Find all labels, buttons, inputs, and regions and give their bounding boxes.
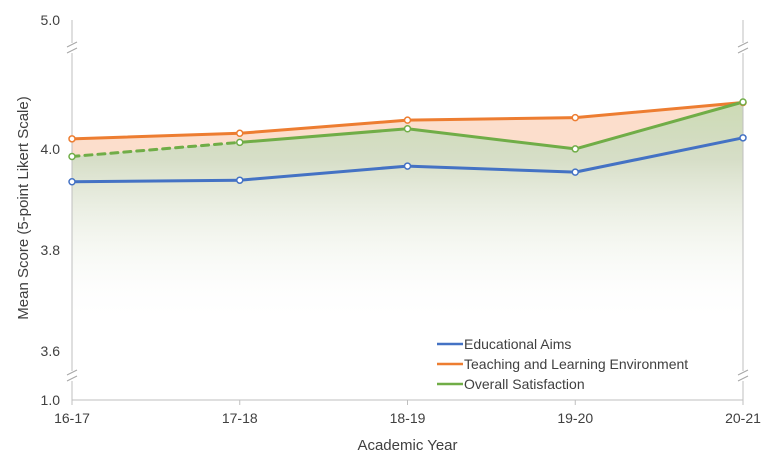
series-educational-aims-point (739, 134, 747, 142)
axis-break-mark (737, 47, 749, 54)
x-tick-label: 19-20 (557, 410, 593, 426)
axis-break-mark (737, 375, 749, 382)
axis-break-gap (739, 371, 747, 381)
series-overall-satisfaction-point (571, 145, 579, 153)
series-overall-satisfaction-point (68, 152, 76, 161)
axis-break-mark (737, 369, 749, 376)
series-educational-aims-point (236, 176, 244, 184)
series-teaching-environment-point (571, 113, 579, 122)
x-tick-label: 20-21 (725, 410, 761, 426)
series-educational-aims-segment (70, 178, 242, 184)
series-overall-satisfaction-point (236, 138, 244, 147)
series-teaching-environment-point (236, 129, 244, 138)
legend-entry: Educational Aims (464, 336, 571, 352)
axis-break-gap (739, 43, 747, 53)
series-educational-aims-point (571, 168, 579, 176)
axis-break-mark (66, 41, 78, 48)
axis-break-mark (66, 47, 78, 54)
series-educational-aims-point (68, 177, 76, 186)
series-teaching-environment-segment (406, 116, 577, 122)
series-overall-satisfaction-segment (238, 127, 409, 144)
series-overall-satisfaction-segment (406, 127, 577, 151)
series-educational-aims-segment (238, 164, 409, 182)
y-tick-label: 3.8 (41, 242, 61, 258)
x-tick-label: 18-19 (390, 410, 426, 426)
series-educational-aims-segment (573, 136, 745, 174)
axis-break-gap (68, 371, 76, 381)
y-tick-label: 4.0 (41, 141, 61, 157)
series-teaching-environment-segment (70, 131, 242, 141)
axis-break-mark (66, 369, 78, 376)
x-axis-title: Academic Year (357, 437, 457, 454)
axis-break-mark (66, 375, 78, 382)
series-teaching-environment-point (403, 116, 412, 124)
x-tick-label: 17-18 (222, 410, 258, 426)
axis-break-mark (737, 41, 749, 48)
y-tick-label: 3.6 (41, 343, 61, 359)
series-overall-satisfaction-segment (70, 140, 242, 158)
series-overall-satisfaction-point (403, 124, 412, 133)
series-overall-satisfaction-point (739, 98, 747, 106)
series-educational-aims-point (403, 162, 412, 170)
area-teaching-environment (72, 102, 743, 157)
legend: Educational Aims Teaching and Learning En… (437, 336, 688, 392)
y-tick-label: 1.0 (41, 392, 61, 408)
legend-entry: Overall Satisfaction (464, 376, 585, 392)
series-teaching-environment-segment (573, 100, 745, 120)
series-educational-aims-segment (406, 164, 577, 174)
legend-entry: Teaching and Learning Environment (464, 356, 688, 372)
y-tick-label: 5.0 (41, 12, 61, 28)
series-teaching-environment-segment (238, 118, 409, 135)
series-teaching-environment-point (68, 135, 76, 143)
axes (66, 20, 749, 405)
series-overall-satisfaction-segment (573, 100, 745, 151)
y-axis-title: Mean Score (5-point Likert Scale) (15, 96, 32, 319)
x-tick-label: 16-17 (54, 410, 90, 426)
axis-break-gap (68, 43, 76, 53)
